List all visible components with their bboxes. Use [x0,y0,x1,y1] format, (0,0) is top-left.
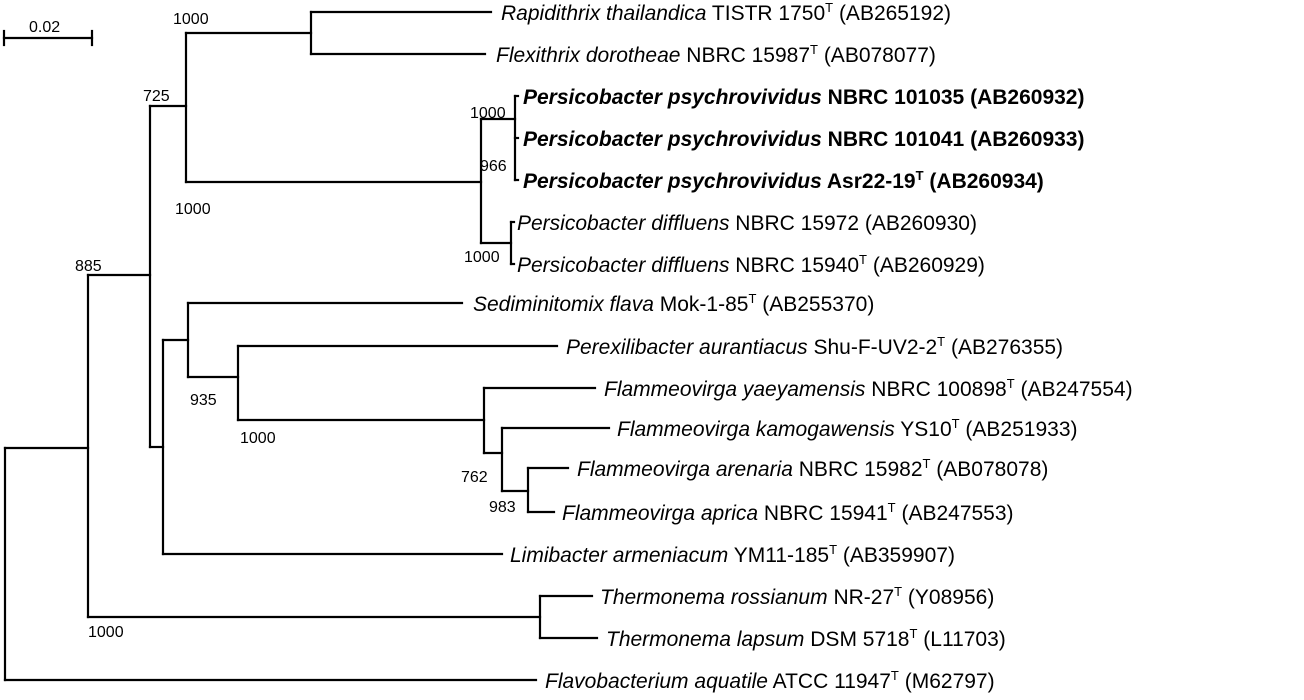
taxon-label: Thermonema rossianum NR-27T (Y08956) [600,584,994,609]
bootstrap-psychrovividus-a: 1000 [470,105,506,122]
bootstrap-values: 1000 725 885 1000 966 1000 1000 935 1000… [75,11,516,641]
bootstrap-725: 725 [143,88,170,105]
taxon-labels: Rapidithrix thailandica TISTR 1750T (AB2… [473,0,1133,693]
taxon-label: Perexilibacter aurantiacus Shu-F-UV2-2T … [566,334,1063,359]
bootstrap-983: 983 [489,499,516,516]
taxon-label: Thermonema lapsum DSM 5718T (L11703) [606,626,1006,651]
bootstrap-psychrovividus-b: 966 [480,158,507,175]
scale-bar-label: 0.02 [29,19,60,36]
taxon-label: Flexithrix dorotheae NBRC 15987T (AB0780… [496,42,936,67]
bootstrap-persicobacter: 1000 [175,201,211,218]
scale-bar: 0.02 [2,19,94,47]
taxon-label: Limibacter armeniacum YM11-185T (AB35990… [510,542,955,567]
bootstrap-935: 935 [190,392,217,409]
bootstrap-diffluens: 1000 [464,249,500,266]
bootstrap-rap-flex: 1000 [173,11,209,28]
taxon-label: Persicobacter psychrovividus NBRC 101041… [523,128,1084,151]
taxon-label: Persicobacter psychrovividus NBRC 101035… [523,86,1084,109]
taxon-label: Persicobacter psychrovividus Asr22-19T (… [523,168,1044,193]
tree-branches [3,10,611,682]
taxon-label: Persicobacter diffluens NBRC 15940T (AB2… [517,252,985,277]
bootstrap-thermonema: 1000 [88,624,124,641]
taxon-label: Flavobacterium aquatile ATCC 11947T (M62… [545,668,995,693]
taxon-label: Flammeovirga kamogawensis YS10T (AB25193… [617,416,1078,441]
taxon-label: Flammeovirga aprica NBRC 15941T (AB24755… [562,500,1014,525]
bootstrap-flammeovirga-group: 1000 [240,430,276,447]
bootstrap-762: 762 [461,469,488,486]
taxon-label: Flammeovirga yaeyamensis NBRC 100898T (A… [604,376,1133,401]
taxon-label: Flammeovirga arenaria NBRC 15982T (AB078… [577,456,1048,481]
taxon-label: Persicobacter diffluens NBRC 15972 (AB26… [517,212,977,235]
taxon-label: Rapidithrix thailandica TISTR 1750T (AB2… [501,0,951,25]
taxon-label: Sediminitomix flava Mok-1-85T (AB255370) [473,291,874,316]
bootstrap-885: 885 [75,258,102,275]
